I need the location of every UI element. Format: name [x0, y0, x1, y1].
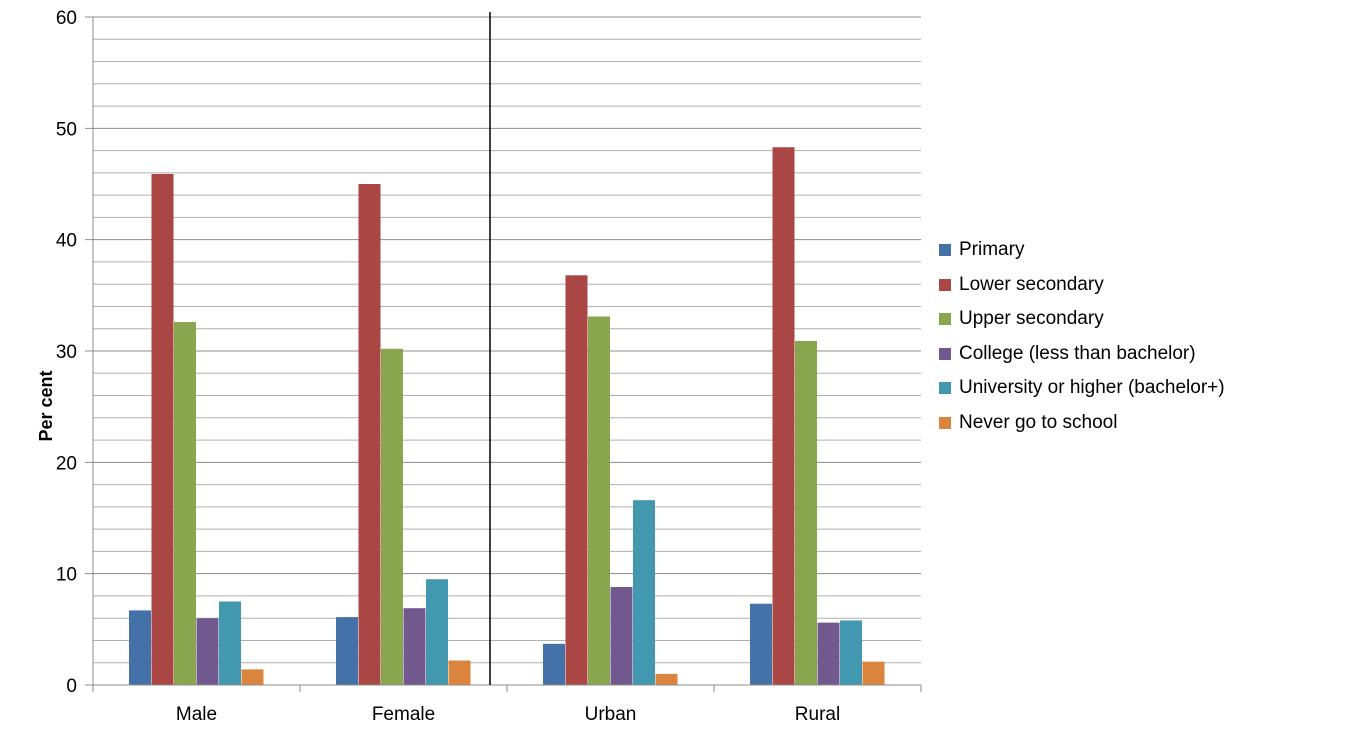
y-tick-label: 0	[66, 676, 77, 697]
bar-urban-college-less-than-bachelor	[610, 587, 633, 685]
legend-swatch	[939, 347, 951, 360]
bar-rural-upper-secondary	[795, 340, 817, 685]
bar-urban-upper-secondary	[588, 316, 610, 685]
bar-male-lower-secondary	[151, 173, 174, 686]
y-tick-label: 10	[56, 565, 77, 586]
y-tick-label: 30	[56, 342, 77, 363]
legend-item: Primary	[939, 233, 1225, 268]
legend-label: Primary	[959, 239, 1025, 261]
y-tick-label: 40	[56, 231, 77, 252]
bar-rural-college-less-than-bachelor	[817, 622, 840, 685]
legend-label: College (less than bachelor)	[959, 342, 1196, 364]
y-tick-labels: 0 10 20 30 40 50 60	[56, 8, 77, 697]
legend-swatch	[939, 416, 951, 429]
bar-rural-lower-secondary	[772, 147, 795, 685]
bar-male-college-less-than-bachelor	[196, 618, 219, 685]
y-tick-label: 20	[56, 453, 77, 474]
bar-urban-primary	[543, 643, 565, 685]
legend-item: College (less than bachelor)	[939, 337, 1225, 372]
legend-label: Upper secondary	[959, 308, 1104, 330]
legend-swatch	[939, 313, 951, 326]
bar-female-lower-secondary	[358, 184, 381, 685]
bars	[129, 147, 885, 686]
legend-item: Upper secondary	[939, 302, 1225, 337]
x-tick-label: Rural	[795, 704, 840, 725]
legend: Primary Lower secondary Upper secondary Col…	[939, 233, 1225, 440]
bar-chart: 0 10 20 30 40 50 60 Male Female Urban Rural Per c…	[36, 8, 922, 725]
bar-rural-primary	[750, 603, 772, 685]
bar-urban-university-or-higher-bachelor	[633, 500, 655, 685]
bar-female-college-less-than-bachelor	[403, 608, 426, 685]
y-axis-label: Per cent	[36, 370, 56, 441]
legend-item: Never go to school	[939, 406, 1225, 441]
axes	[92, 12, 922, 692]
legend-label: Lower secondary	[959, 273, 1104, 295]
bar-urban-never-go-to-school	[655, 673, 678, 685]
bar-rural-never-go-to-school	[862, 661, 885, 685]
legend-swatch	[939, 278, 951, 291]
bar-rural-university-or-higher-bachelor	[840, 620, 862, 685]
bar-female-primary	[336, 617, 358, 685]
x-tick-label: Urban	[585, 704, 637, 725]
legend-item: Lower secondary	[939, 268, 1225, 303]
x-tick-label: Male	[176, 704, 217, 725]
bar-male-never-go-to-school	[241, 669, 264, 685]
legend-label: University or higher (bachelor+)	[959, 377, 1225, 399]
bar-urban-lower-secondary	[565, 275, 588, 685]
bar-female-upper-secondary	[381, 348, 403, 685]
y-tick-label: 60	[56, 8, 77, 29]
bar-male-upper-secondary	[174, 322, 196, 685]
legend-swatch	[939, 244, 951, 257]
bar-male-university-or-higher-bachelor	[219, 601, 241, 685]
legend-swatch	[939, 382, 951, 395]
legend-label: Never go to school	[959, 411, 1118, 433]
bar-male-primary	[129, 610, 151, 685]
legend-item: University or higher (bachelor+)	[939, 371, 1225, 406]
x-tick-label: Female	[372, 704, 435, 725]
y-tick-label: 50	[56, 119, 77, 140]
bar-female-university-or-higher-bachelor	[426, 579, 448, 685]
x-tick-labels: Male Female Urban Rural	[176, 704, 840, 725]
bar-female-never-go-to-school	[448, 660, 471, 685]
